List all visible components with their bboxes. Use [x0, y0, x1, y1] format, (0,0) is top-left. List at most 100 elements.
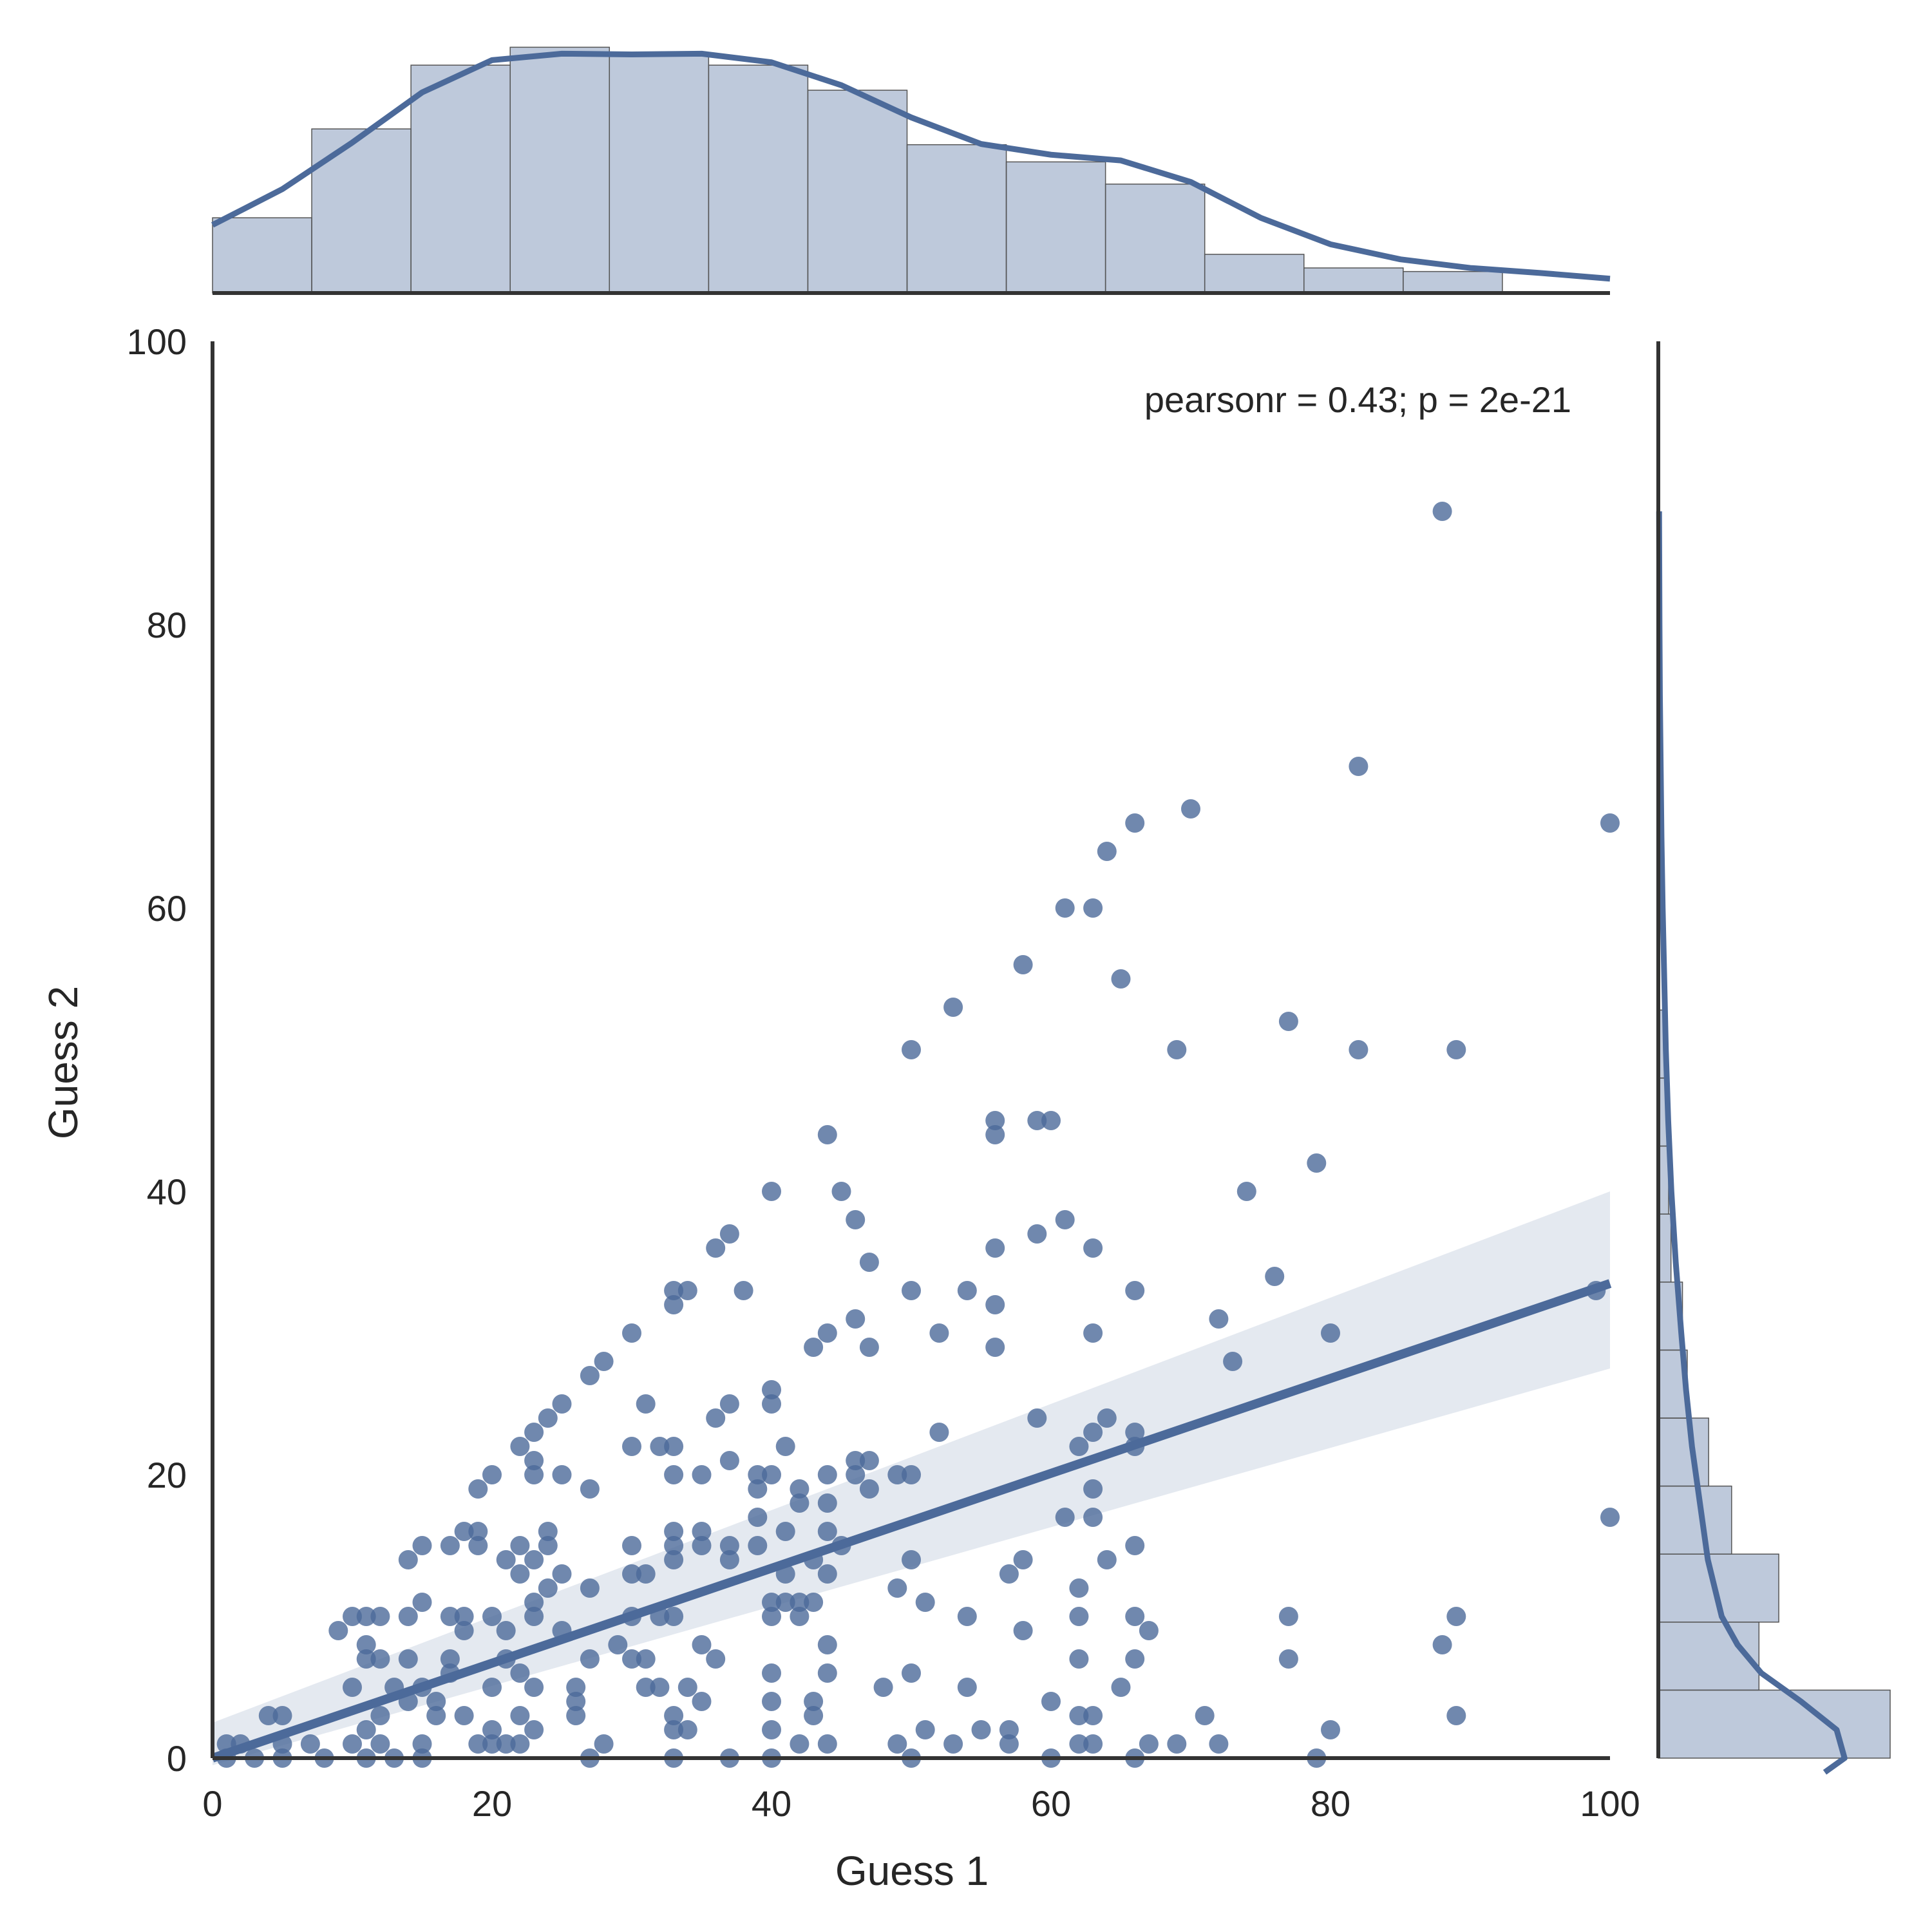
- scatter-point: [1083, 1508, 1103, 1527]
- scatter-point: [468, 1479, 488, 1499]
- x-axis-label: Guess 1: [835, 1848, 989, 1894]
- scatter-point: [370, 1607, 390, 1626]
- scatter-point: [650, 1678, 670, 1697]
- scatter-point: [468, 1522, 488, 1541]
- scatter-point: [510, 1437, 530, 1456]
- scatter-point: [817, 1635, 837, 1654]
- scatter-point: [1069, 1734, 1089, 1754]
- scatter-point: [482, 1465, 502, 1484]
- scatter-point: [985, 1125, 1005, 1144]
- scatter-point: [1209, 1734, 1229, 1754]
- scatter-point: [664, 1281, 684, 1300]
- scatter-point: [692, 1522, 712, 1541]
- scatter-point: [664, 1522, 684, 1541]
- marginal-x-bar: [906, 144, 1007, 294]
- scatter-point: [1181, 799, 1200, 819]
- scatter-point: [552, 1564, 572, 1584]
- scatter-point: [762, 1607, 781, 1626]
- marginal-x-bar: [708, 64, 809, 294]
- scatter-point: [594, 1734, 614, 1754]
- scatter-point: [356, 1635, 376, 1654]
- scatter-point: [1432, 1635, 1452, 1654]
- scatter-point: [524, 1607, 544, 1626]
- scatter-point: [496, 1550, 516, 1569]
- scatter-point: [1111, 969, 1131, 989]
- scatter-point: [1083, 1423, 1103, 1442]
- x-tick-label: 40: [752, 1783, 791, 1824]
- scatter-point: [706, 1238, 726, 1258]
- x-tick-label: 100: [1580, 1783, 1640, 1824]
- scatter-point: [454, 1522, 474, 1541]
- scatter-point: [915, 1720, 935, 1739]
- scatter-point: [1083, 1706, 1103, 1725]
- scatter-point: [664, 1706, 684, 1725]
- marginal-x-bar: [1104, 184, 1206, 294]
- scatter-point: [1013, 1550, 1033, 1569]
- scatter-point: [846, 1210, 866, 1229]
- scatter-point: [426, 1706, 446, 1725]
- marginal-y-bar: [1658, 1689, 1891, 1759]
- scatter-point: [957, 1281, 977, 1300]
- scatter-point: [454, 1621, 474, 1640]
- marginal-x-bar: [609, 54, 710, 294]
- scatter-point: [902, 1281, 921, 1300]
- marginal-x-bar: [509, 46, 611, 294]
- scatter-point: [971, 1720, 991, 1739]
- scatter-point: [1083, 1734, 1103, 1754]
- y-axis-label: Guess 2: [40, 986, 86, 1139]
- scatter-point: [454, 1607, 474, 1626]
- scatter-point: [902, 1465, 921, 1484]
- scatter-point: [762, 1465, 781, 1484]
- scatter-point: [748, 1536, 768, 1555]
- marginal-x-kde: [211, 50, 1611, 282]
- scatter-point: [538, 1408, 558, 1428]
- scatter-point: [1083, 1238, 1103, 1258]
- scatter-point: [636, 1678, 656, 1697]
- scatter-point: [510, 1663, 530, 1683]
- scatter-point: [1446, 1706, 1466, 1725]
- scatter-point: [748, 1479, 768, 1499]
- scatter-point: [524, 1465, 544, 1484]
- scatter-point: [440, 1649, 460, 1669]
- scatter-point: [1223, 1352, 1243, 1371]
- scatter-point: [859, 1451, 879, 1470]
- scatter-point: [790, 1593, 810, 1612]
- scatter-point: [999, 1720, 1019, 1739]
- scatter-point: [664, 1536, 684, 1555]
- y-tick-label: 20: [147, 1455, 187, 1495]
- scatter-point: [775, 1522, 795, 1541]
- scatter-point: [1055, 1508, 1075, 1527]
- scatter-point: [664, 1295, 684, 1314]
- scatter-point: [1432, 502, 1452, 521]
- pearson-annotation: pearsonr = 0.43; p = 2e-21: [1144, 379, 1571, 420]
- scatter-point: [636, 1649, 656, 1669]
- scatter-point: [1349, 757, 1368, 776]
- scatter-point: [1069, 1649, 1089, 1669]
- scatter-point: [440, 1536, 460, 1555]
- x-tick-label: 0: [202, 1783, 222, 1824]
- scatter-point: [1209, 1309, 1229, 1329]
- scatter-point: [552, 1465, 572, 1484]
- marginal-y-bar: [1658, 1417, 1709, 1487]
- scatter-point: [719, 1394, 739, 1414]
- scatter-point: [999, 1564, 1019, 1584]
- scatter-point: [692, 1635, 712, 1654]
- scatter-point: [1125, 1607, 1145, 1626]
- scatter-point: [482, 1607, 502, 1626]
- scatter-point: [985, 1295, 1005, 1314]
- scatter-point: [957, 1678, 977, 1697]
- scatter-point: [790, 1607, 810, 1626]
- scatter-point: [1125, 813, 1145, 833]
- scatter-point: [804, 1593, 824, 1612]
- scatter-point: [468, 1734, 488, 1754]
- scatter-point: [859, 1338, 879, 1357]
- scatter-point: [370, 1734, 390, 1754]
- scatter-point: [482, 1734, 502, 1754]
- scatter-point: [804, 1706, 824, 1725]
- scatter-point: [482, 1720, 502, 1739]
- scatter-point: [566, 1678, 586, 1697]
- scatter-point: [1069, 1437, 1089, 1456]
- scatter-point: [943, 1734, 963, 1754]
- regression-line: [211, 1279, 1612, 1763]
- scatter-point: [1600, 813, 1620, 833]
